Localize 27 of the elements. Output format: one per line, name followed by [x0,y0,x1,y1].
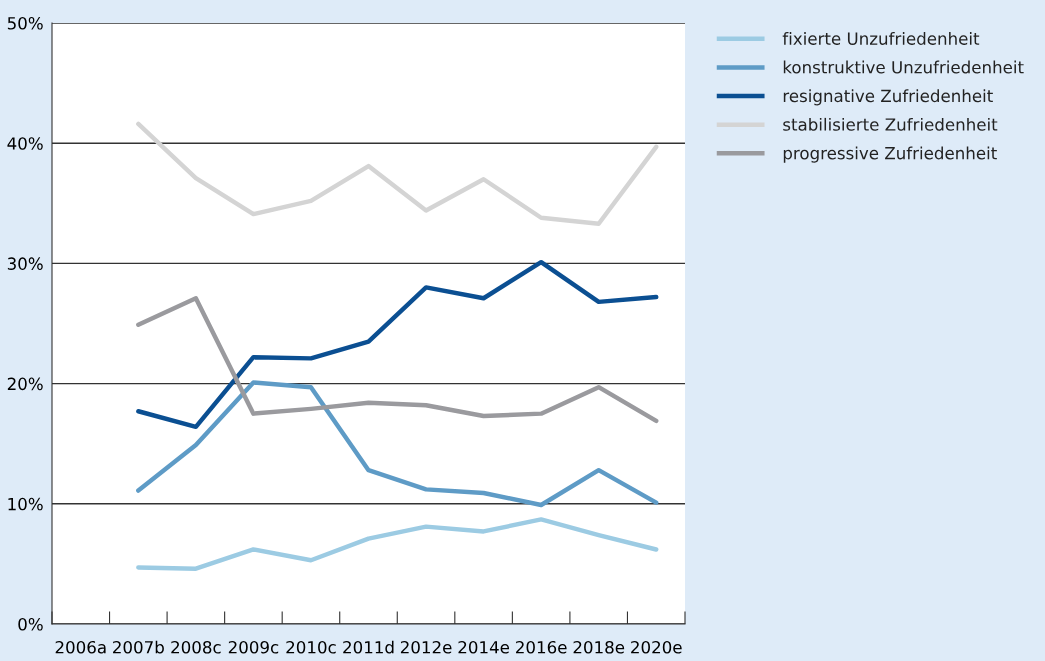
x-tick-label: 2007b [113,640,164,654]
line-series [136,121,659,226]
y-tick-label: 30% [7,257,43,270]
line-series [136,296,659,424]
x-tick-label: 2009c [228,640,279,654]
x-tick-label: 2012e [400,640,452,654]
x-tick-label: 2008c [171,640,221,654]
y-tick-label: 50% [7,16,43,30]
y-tick-label: 0% [18,617,43,631]
legend-label: progressive Zufriedenheit [783,146,997,163]
legend-label: konstruktive Unzufriedenheit [783,60,1024,74]
legend-label: fixierte Unzufriedenheit [782,31,980,45]
x-tick-label: 2011d [343,640,394,654]
y-tick-label: 40% [7,137,43,150]
x-tick-label: 2010c [286,640,336,654]
x-tick-label: 2018e [573,640,625,654]
x-tick-label: 2014e [458,640,510,654]
line-series [136,517,659,571]
x-tick-label: 2016e [516,640,567,654]
legend-label: stabilisierte Zufriedenheit [783,117,998,131]
x-tick-label: 2006a [55,640,106,654]
line-series [136,380,659,508]
y-tick-label: 20% [7,377,43,391]
x-tick-label: 2020e [631,640,682,654]
line-series [136,259,659,430]
y-tick-label: 10% [8,497,43,511]
legend-label: resignative Zufriedenheit [783,89,993,106]
